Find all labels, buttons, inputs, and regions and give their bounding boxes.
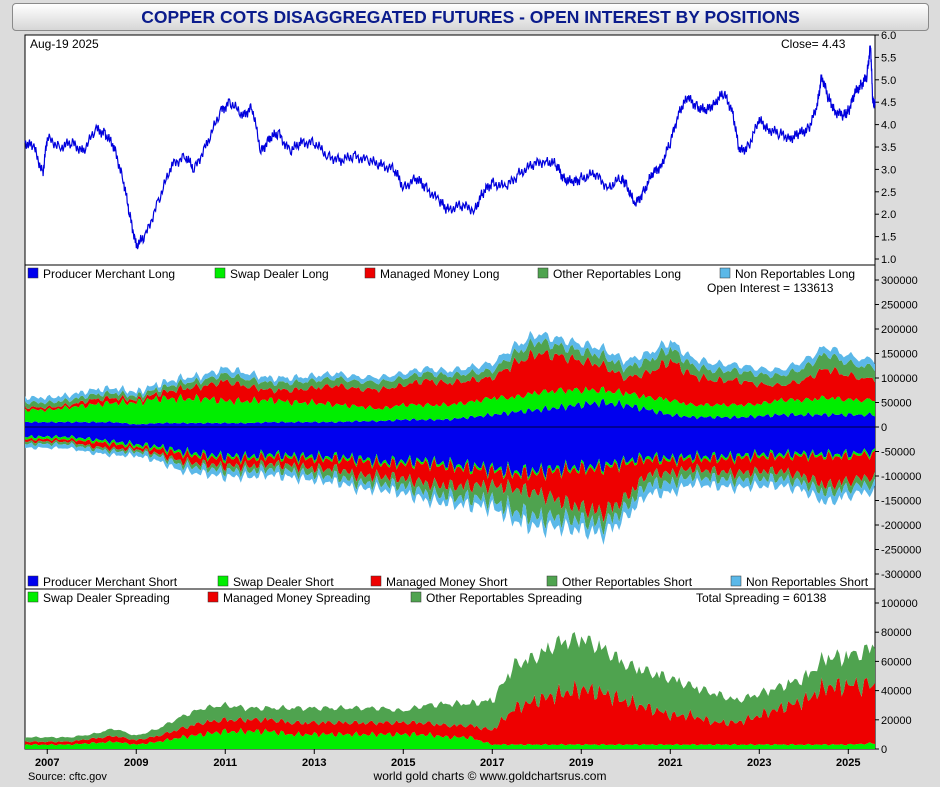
area-short-swap-dealer-short <box>25 434 875 481</box>
legend-swatch-short <box>730 575 742 587</box>
spreading-y-tick-label: 20000 <box>881 715 912 727</box>
price-y-tick-label: 1.0 <box>881 254 896 266</box>
spreading-y-tick-label: 100000 <box>881 598 918 610</box>
x-tick-label: 2023 <box>747 757 771 769</box>
price-date-label: Aug-19 2025 <box>30 37 99 51</box>
legend-long-label: Other Reportables Long <box>553 267 681 281</box>
price-y-tick-label: 1.5 <box>881 232 896 244</box>
area-short-non-reportables-short <box>25 441 875 545</box>
x-tick-label: 2025 <box>836 757 860 769</box>
price-panel <box>24 34 876 266</box>
legend-swatch-spreading <box>207 591 219 603</box>
positions-y-tick-label: 50000 <box>881 398 912 410</box>
positions-y-tick-label: -250000 <box>881 545 921 557</box>
price-y-tick-label: 3.0 <box>881 164 896 176</box>
x-tick-label: 2015 <box>391 757 415 769</box>
positions-y-tick-label: -100000 <box>881 471 921 483</box>
open-interest-label: Open Interest = 133613 <box>707 281 834 295</box>
area-spreading-swap-dealer-spreading <box>25 727 875 749</box>
positions-y-tick-label: 0 <box>881 422 887 434</box>
legend-long-label: Swap Dealer Long <box>230 267 329 281</box>
legend-swatch-short <box>217 575 229 587</box>
spreading-y-tick-label: 0 <box>881 744 887 756</box>
positions-y-tick-label: -50000 <box>881 447 915 459</box>
positions-y-tick-label: 100000 <box>881 373 918 385</box>
legend-long-label: Managed Money Long <box>380 267 499 281</box>
area-short-producer-merchant-short <box>25 427 875 479</box>
area-short-managed-money-short <box>25 437 875 523</box>
price-line <box>24 45 876 250</box>
price-y-tick-label: 6.0 <box>881 30 896 42</box>
spreading-y-tick-label: 80000 <box>881 627 912 639</box>
positions-y-tick-label: 250000 <box>881 300 918 312</box>
positions-y-tick-label: 200000 <box>881 324 918 336</box>
area-long-managed-money-long <box>25 349 875 413</box>
x-tick-label: 2009 <box>124 757 148 769</box>
positions-y-tick-label: 150000 <box>881 349 918 361</box>
legend-swatch-short <box>27 575 39 587</box>
legend-short-label: Non Reportables Short <box>746 575 869 589</box>
legend-swatch-short <box>370 575 382 587</box>
price-y-tick-label: 4.0 <box>881 120 896 132</box>
price-y-tick-label: 2.0 <box>881 209 896 221</box>
spreading-y-tick-label: 40000 <box>881 686 912 698</box>
price-y-tick-label: 3.5 <box>881 142 896 154</box>
price-y-tick-label: 2.5 <box>881 187 896 199</box>
legend-swatch-long <box>214 267 226 279</box>
x-tick-label: 2011 <box>213 757 237 769</box>
legend-swatch-long <box>27 267 39 279</box>
legend-spreading-label: Other Reportables Spreading <box>426 591 582 605</box>
positions-y-tick-label: -150000 <box>881 496 921 508</box>
price-y-tick-label: 5.0 <box>881 75 896 87</box>
legend-short-label: Managed Money Short <box>386 575 508 589</box>
x-tick-label: 2007 <box>35 757 59 769</box>
legend-short-label: Producer Merchant Short <box>43 575 178 589</box>
x-tick-label: 2017 <box>480 757 504 769</box>
positions-y-tick-label: -300000 <box>881 569 921 581</box>
close-label: Close= 4.43 <box>781 37 846 51</box>
positions-y-tick-label: -200000 <box>881 520 921 532</box>
legend-swatch-spreading <box>27 591 39 603</box>
total-spreading-label: Total Spreading = 60138 <box>696 591 827 605</box>
area-long-swap-dealer-long <box>25 386 875 425</box>
positions-y-tick-label: 300000 <box>881 275 918 287</box>
source-label: Source: cftc.gov <box>28 771 107 783</box>
price-y-tick-label: 4.5 <box>881 97 896 109</box>
area-long-producer-merchant-long <box>25 398 875 427</box>
legend-short-label: Swap Dealer Short <box>233 575 334 589</box>
legend-swatch-spreading <box>410 591 422 603</box>
credit-label: world gold charts © www.goldchartsrus.co… <box>373 769 607 783</box>
spreading-y-tick-label: 60000 <box>881 656 912 668</box>
legend-swatch-short <box>546 575 558 587</box>
area-long-other-reportables-long <box>25 338 875 410</box>
area-spreading-managed-money-spreading <box>25 677 875 746</box>
price-y-tick-label: 5.5 <box>881 52 896 64</box>
legend-long-label: Producer Merchant Long <box>43 267 175 281</box>
legend-swatch-long <box>364 267 376 279</box>
legend-long-label: Non Reportables Long <box>735 267 855 281</box>
x-tick-label: 2013 <box>302 757 326 769</box>
legend-swatch-long <box>537 267 549 279</box>
area-spreading-other-reportables-spreading <box>25 632 875 743</box>
legend-spreading-label: Managed Money Spreading <box>223 591 370 605</box>
legend-short-label: Other Reportables Short <box>562 575 693 589</box>
chart-title: COPPER COTS DISAGGREGATED FUTURES - OPEN… <box>12 3 929 31</box>
x-tick-label: 2021 <box>658 757 682 769</box>
legend-swatch-long <box>719 267 731 279</box>
legend-spreading-label: Swap Dealer Spreading <box>43 591 170 605</box>
x-tick-label: 2019 <box>569 757 593 769</box>
